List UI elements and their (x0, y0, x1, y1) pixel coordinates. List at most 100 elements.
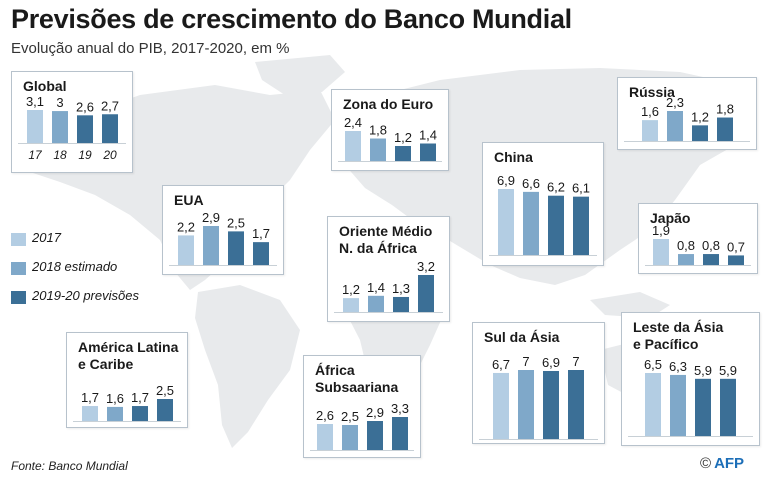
data-label: 3 (56, 95, 63, 110)
chart-panel-oriente-medio-n-da-africa: Oriente Médio N. da África 1,2 1,4 1,3 3,2 (327, 216, 450, 322)
bar-20 (102, 114, 118, 143)
chart-panel-china: China 6,9 6,6 6,2 6,1 (482, 142, 604, 266)
bar-chart: 2,4 1,8 1,2 1,4 (338, 115, 442, 162)
data-label: 6,2 (547, 180, 565, 195)
bar-20 (157, 399, 173, 421)
bar-20 (728, 255, 744, 265)
data-label: 5,9 (719, 363, 737, 378)
chart-title: Oriente Médio N. da África (339, 223, 433, 256)
chart-panel-zona-do-euro: Zona do Euro 2,4 1,8 1,2 1,4 (331, 89, 449, 171)
data-label: 0,8 (677, 238, 695, 253)
chart-panel-japao: Japão 1,9 0,8 0,8 0,7 (638, 203, 758, 274)
data-label: 1,6 (641, 104, 659, 119)
bar-19 (367, 421, 383, 450)
bar-19 (132, 406, 148, 421)
legend-label-2019-20: 2019-20 previsões (32, 288, 139, 303)
data-label: 1,9 (652, 223, 670, 238)
bar-17 (27, 110, 43, 143)
bar-18 (342, 425, 358, 450)
data-label: 2,4 (344, 115, 362, 130)
data-label: 2,6 (316, 408, 334, 423)
bar-17 (645, 373, 661, 436)
greenland-shape (255, 55, 345, 95)
data-label: 1,3 (392, 281, 410, 296)
bar-17 (317, 424, 333, 450)
data-label: 0,7 (727, 239, 745, 254)
category-label: 18 (53, 148, 67, 162)
data-label: 5,9 (694, 363, 712, 378)
chart-title: Zona do Euro (343, 96, 434, 112)
bar-17 (493, 372, 509, 439)
bar-chart: 1,2 1,4 1,3 3,2 (334, 259, 443, 313)
data-label: 7 (572, 354, 579, 369)
bar-20 (720, 378, 736, 436)
chart-title: Global (23, 78, 67, 94)
bar-18 (678, 254, 694, 265)
indonesia-shape (590, 292, 670, 318)
data-label: 1,4 (367, 280, 385, 295)
bar-17 (178, 235, 194, 265)
copyright-symbol: © (700, 455, 712, 472)
category-label: 17 (28, 148, 43, 162)
category-label: 19 (78, 148, 92, 162)
bar-chart: 3,1 17 3 18 2,6 19 2,7 20 (18, 94, 126, 162)
legend-swatch-2019-20 (11, 291, 26, 304)
bar-19 (695, 378, 711, 436)
bar-chart: 6,5 6,3 5,9 5,9 (628, 357, 753, 437)
bar-18 (368, 295, 384, 312)
page-title: Previsões de crescimento do Banco Mundia… (11, 4, 572, 34)
bar-17 (642, 120, 658, 141)
data-label: 2,5 (341, 409, 359, 424)
chart-title: Sul da Ásia (484, 329, 560, 345)
legend-swatch-2018 (11, 262, 26, 275)
bar-20 (568, 370, 584, 439)
data-label: 6,1 (572, 181, 590, 196)
bar-20 (418, 275, 434, 312)
bar-19 (77, 115, 93, 143)
bar-19 (692, 125, 708, 141)
data-label: 1,7 (252, 226, 270, 241)
chart-panel-eua: EUA 2,2 2,9 2,5 1,7 (162, 185, 284, 275)
data-label: 1,2 (394, 130, 412, 145)
page-subtitle: Evolução anual do PIB, 2017-2020, em % (11, 40, 290, 57)
chart-panel-america-latina-e-caribe: América Latina e Caribe 1,7 1,6 1,7 2,5 (66, 332, 188, 428)
category-label: 20 (102, 148, 117, 162)
bar-18 (667, 111, 683, 141)
bar-20 (253, 242, 269, 265)
chart-panel-leste-da-asia-e-pacifico: Leste da Ásia e Pacífico 6,5 6,3 5,9 5,9 (621, 312, 760, 446)
legend-label-2017: 2017 (32, 230, 61, 245)
data-label: 1,4 (419, 128, 437, 143)
bar-19 (548, 195, 564, 255)
data-label: 6,5 (644, 357, 662, 372)
data-label: 6,6 (522, 176, 540, 191)
data-label: 1,2 (342, 282, 360, 297)
bar-17 (343, 298, 359, 312)
data-label: 2,9 (366, 405, 384, 420)
data-label: 6,9 (497, 173, 515, 188)
bar-19 (393, 296, 409, 312)
bar-18 (518, 370, 534, 439)
data-label: 2,5 (227, 215, 245, 230)
source-note: Fonte: Banco Mundial (11, 459, 128, 473)
bar-chart: 1,7 1,6 1,7 2,5 (73, 383, 181, 422)
data-label: 1,8 (369, 123, 387, 138)
bar-20 (392, 417, 408, 450)
data-label: 1,7 (131, 390, 149, 405)
data-label: 6,3 (669, 359, 687, 374)
chart-title: Rússia (629, 84, 675, 100)
bar-20 (573, 196, 589, 255)
afp-logo: © AFP (700, 455, 744, 472)
legend-swatch-2017 (11, 233, 26, 246)
bar-19 (228, 231, 244, 265)
bar-17 (82, 406, 98, 421)
chart-panel-sul-da-asia: Sul da Ásia 6,7 7 6,9 7 (472, 322, 605, 444)
bar-18 (670, 374, 686, 436)
data-label: 6,7 (492, 357, 510, 372)
chart-panel-global: Global 3,1 17 3 18 2,6 19 2,7 20 (11, 71, 133, 173)
bar-chart: 2,2 2,9 2,5 1,7 (169, 210, 277, 266)
data-label: 0,8 (702, 238, 720, 253)
data-label: 1,2 (691, 109, 709, 124)
chart-title: Japão (650, 210, 691, 226)
data-label: 1,7 (81, 390, 99, 405)
bar-chart: 6,9 6,6 6,2 6,1 (489, 173, 597, 256)
